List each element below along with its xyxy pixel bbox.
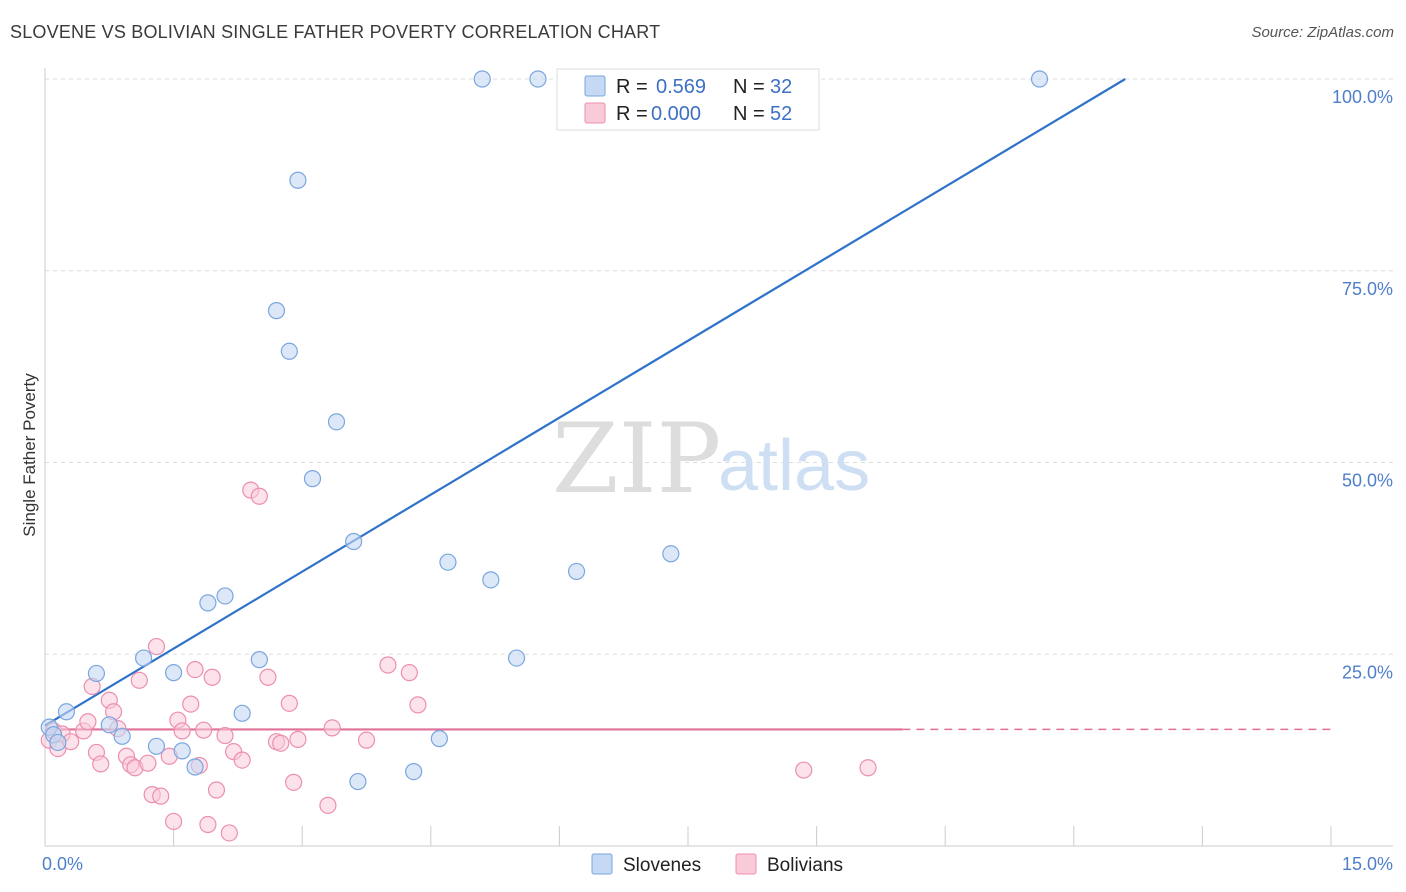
slovene-point-7 [134, 649, 153, 667]
y-tick-label-25: 25.0% [1342, 662, 1393, 682]
chart-title: SLOVENE VS BOLIVIAN SINGLE FATHER POVERT… [10, 22, 661, 42]
bolivians-r-label: R = [616, 103, 648, 125]
bolivian-point-24 [173, 722, 191, 740]
slovenes-legend-label: Slovenes [623, 855, 701, 876]
slovene-point-15 [250, 651, 268, 669]
bolivian-point-43 [289, 730, 307, 748]
slovene-point-14 [233, 704, 251, 722]
series-legend: Slovenes Bolivians [591, 853, 843, 876]
slovene-point-17 [280, 342, 298, 360]
slovene-point-18 [289, 171, 307, 189]
bolivian-point-41 [280, 694, 298, 712]
watermark: ZIP atlas [552, 403, 870, 515]
bolivians-legend-label: Bolivians [767, 855, 843, 876]
slovenes-trend-line [44, 78, 1126, 727]
slovenes-r-value: 0.569 [656, 76, 706, 98]
slovene-point-32 [1030, 70, 1049, 88]
bolivian-point-45 [323, 719, 341, 737]
slovene-point-30 [567, 562, 586, 581]
slovenes-n-label: N = [733, 76, 765, 98]
watermark-zip: ZIP [552, 403, 721, 515]
bolivian-point-42 [285, 773, 303, 791]
bolivian-point-31 [207, 781, 226, 799]
slovene-point-24 [430, 730, 448, 748]
bolivian-point-40 [272, 734, 290, 752]
bolivian-point-26 [186, 660, 204, 679]
slovenes-points [40, 70, 1049, 791]
slovene-point-19 [303, 470, 322, 488]
bolivian-point-30 [203, 668, 221, 686]
x-tick-label-min: 0.0% [42, 854, 83, 874]
bolivian-point-16 [130, 671, 148, 689]
slovene-point-3 [57, 703, 76, 721]
slovene-point-27 [473, 70, 491, 88]
slovenes-legend-swatch [584, 75, 606, 97]
gridlines [45, 78, 1393, 655]
slovene-point-22 [349, 772, 367, 791]
slovene-point-8 [147, 737, 166, 755]
bolivian-point-17 [139, 754, 157, 772]
slovene-point-4 [87, 664, 106, 683]
y-axis-label: Single Father Poverty [20, 373, 39, 537]
bolivian-point-28 [195, 721, 213, 739]
bolivians-legend-swatch [584, 102, 606, 124]
bolivian-point-44 [319, 796, 337, 814]
bolivian-point-32 [216, 726, 234, 745]
bolivian-point-25 [182, 695, 200, 713]
bolivian-point-6 [79, 713, 97, 731]
watermark-atlas: atlas [718, 426, 870, 506]
bolivians-n-label: N = [733, 103, 765, 125]
x-tick-label-max: 15.0% [1342, 854, 1393, 874]
slovene-point-12 [199, 594, 217, 612]
slovene-point-5 [100, 716, 118, 734]
bolivians-r-value: 0.000 [651, 103, 701, 125]
slovene-point-21 [345, 532, 363, 551]
slovenes-n-value: 32 [770, 76, 792, 98]
tick-labels: 25.0% 50.0% 75.0% 100.0% 0.0% 15.0% [42, 87, 1393, 874]
bolivian-point-50 [795, 761, 813, 779]
bolivian-point-51 [859, 759, 877, 777]
slovene-point-16 [267, 302, 286, 320]
bolivian-point-29 [199, 815, 217, 834]
bolivian-point-19 [147, 637, 166, 656]
bolivian-point-48 [400, 664, 418, 682]
slovenes-bottom-swatch [591, 853, 613, 875]
bolivian-point-9 [92, 755, 110, 773]
y-tick-label-50: 50.0% [1342, 471, 1393, 491]
slovene-point-11 [186, 758, 204, 776]
bolivian-point-33 [220, 824, 238, 842]
bolivians-points [40, 481, 877, 842]
slovene-point-23 [405, 763, 423, 781]
bolivian-point-35 [233, 751, 251, 769]
axes [44, 68, 1393, 847]
slovene-point-29 [529, 70, 547, 88]
bolivians-n-value: 52 [770, 103, 792, 125]
bolivian-point-46 [357, 731, 376, 749]
bolivians-bottom-swatch [735, 853, 757, 875]
bolivian-point-38 [259, 668, 277, 686]
source-credit: Source: ZipAtlas.com [1251, 24, 1394, 41]
slovenes-r-label: R = [616, 76, 648, 98]
slovene-point-6 [113, 727, 131, 745]
slovene-point-25 [439, 553, 457, 571]
y-tick-label-100: 100.0% [1332, 87, 1393, 107]
bolivian-point-37 [250, 487, 268, 505]
stats-legend: R = 0.569 N = 32 R = 0.000 N = 52 [556, 68, 820, 131]
bolivian-point-47 [379, 656, 397, 674]
y-tick-label-75: 75.0% [1342, 279, 1393, 299]
bolivian-point-22 [165, 812, 183, 831]
slovene-point-2 [49, 733, 67, 752]
bolivian-point-20 [152, 787, 170, 805]
slovene-point-28 [507, 649, 526, 667]
slovene-point-20 [327, 413, 346, 431]
bolivian-point-49 [409, 696, 427, 714]
slovene-point-26 [482, 571, 500, 589]
slovene-point-31 [662, 545, 680, 563]
slovene-point-13 [216, 587, 234, 605]
slovene-point-9 [165, 664, 183, 682]
slovene-point-10 [173, 742, 191, 760]
